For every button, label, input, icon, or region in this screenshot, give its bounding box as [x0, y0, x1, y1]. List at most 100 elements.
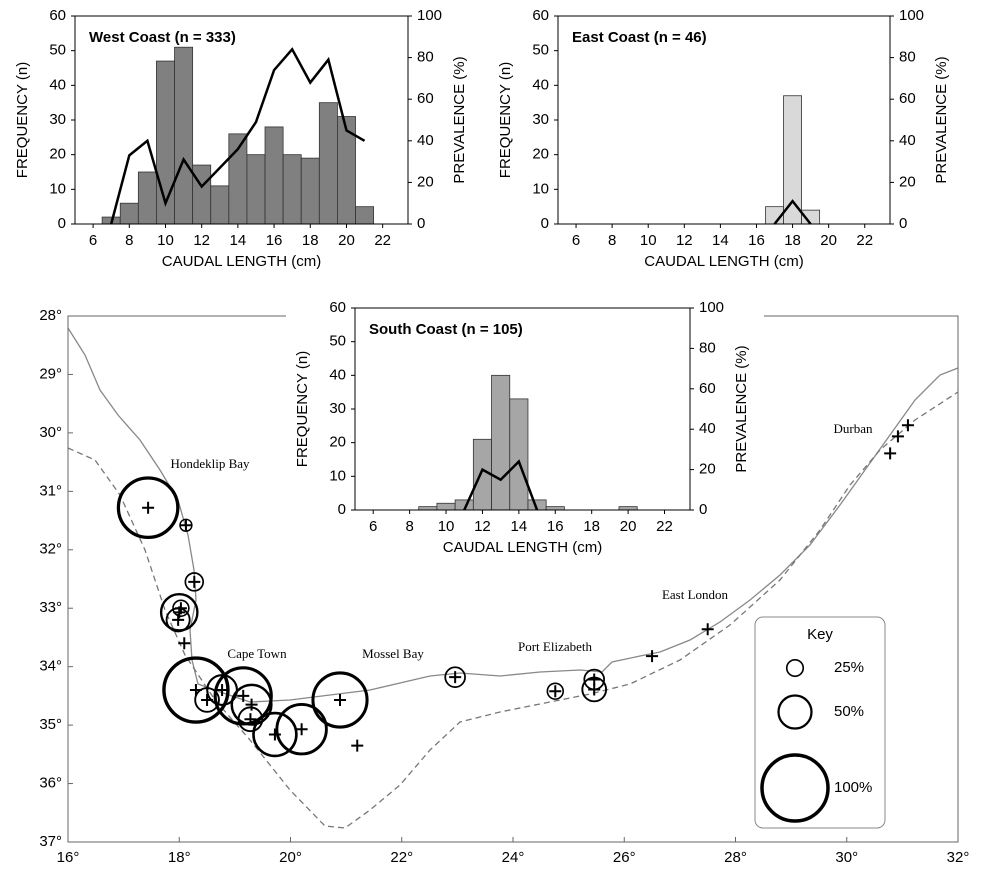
key-label: 50%: [834, 703, 864, 720]
y-tick-label: 20: [329, 434, 346, 451]
bar: [137, 171, 157, 225]
lat-tick-label: 36°: [39, 775, 62, 792]
key-circle: [777, 694, 813, 730]
site-cross: [237, 689, 250, 702]
x-tick-label: 10: [640, 232, 657, 249]
y-tick-label: 50: [532, 42, 549, 59]
prevalence-line: [463, 459, 539, 511]
x-tick-label: 20: [620, 518, 637, 535]
y2-tick-label: 60: [699, 380, 716, 397]
chart-title: East Coast (n = 46): [572, 29, 707, 46]
site-cross: [351, 739, 364, 752]
bar: [192, 164, 212, 225]
x-tick-label: 6: [572, 232, 580, 249]
prevalence-circle: [184, 572, 205, 592]
site-cross: [701, 623, 714, 636]
prevalence-line: [109, 47, 366, 225]
bar: [472, 438, 492, 511]
y2-tick-label: 80: [699, 339, 716, 356]
x-tick-label: 12: [676, 232, 693, 249]
site-cross: [179, 519, 192, 532]
x-tick-label: 18: [583, 518, 600, 535]
x-tick-label: 20: [820, 232, 837, 249]
bar: [491, 374, 511, 511]
lat-tick-label: 29°: [39, 365, 62, 382]
y2-tick-label: 0: [699, 501, 707, 518]
site-cross: [178, 637, 191, 650]
y2-tick-label: 0: [899, 215, 907, 232]
site-cross: [901, 419, 914, 432]
site-cross: [216, 684, 229, 697]
y2-tick-label: 100: [417, 7, 442, 24]
prevalence-circle: [237, 706, 264, 733]
y-axis-title: FREQUENCY (n): [294, 351, 311, 467]
bar: [119, 202, 139, 225]
lon-tick-label: 22°: [390, 849, 413, 866]
lat-tick-label: 35°: [39, 716, 62, 733]
y-tick-label: 60: [532, 7, 549, 24]
bar: [418, 506, 438, 511]
x-tick-label: 6: [369, 518, 377, 535]
y2-tick-label: 80: [417, 49, 434, 66]
site-cross: [244, 713, 257, 726]
x-tick-label: 10: [438, 518, 455, 535]
bar: [545, 506, 565, 511]
prevalence-circle: [581, 676, 608, 703]
y-tick-label: 10: [532, 180, 549, 197]
lat-tick-label: 32°: [39, 541, 62, 558]
prevalence-circle: [230, 683, 273, 726]
lat-tick-label: 37°: [39, 833, 62, 850]
x-axis-title: CAUDAL LENGTH (cm): [443, 539, 602, 556]
y-axis-title: FREQUENCY (n): [497, 62, 514, 178]
prevalence-circle: [275, 703, 328, 756]
bar: [300, 157, 320, 225]
y-tick-label: 60: [329, 299, 346, 316]
y2-tick-label: 100: [699, 299, 724, 316]
site-cross: [142, 501, 155, 514]
y2-tick-label: 20: [899, 173, 916, 190]
x-tick-label: 22: [656, 518, 673, 535]
x-tick-label: 16: [266, 232, 283, 249]
y-tick-label: 40: [49, 76, 66, 93]
chart-title: South Coast (n = 105): [369, 321, 523, 338]
lat-tick-label: 33°: [39, 599, 62, 616]
key-title: Key: [807, 626, 833, 643]
bar: [264, 126, 284, 225]
x-tick-label: 12: [474, 518, 491, 535]
site-cross: [588, 683, 601, 696]
bar: [246, 154, 266, 225]
y2-tick-label: 80: [899, 49, 916, 66]
site-cross: [245, 698, 258, 711]
place-label: Mossel Bay: [362, 646, 424, 661]
x-tick-label: 8: [608, 232, 616, 249]
site-cross: [334, 693, 347, 706]
lon-tick-label: 28°: [724, 849, 747, 866]
site-cross: [549, 685, 562, 698]
y-tick-label: 50: [329, 333, 346, 350]
bar: [509, 398, 529, 511]
place-label: Durban: [834, 421, 873, 436]
site-cross: [891, 430, 904, 443]
y-tick-label: 10: [49, 180, 66, 197]
map-layer: 16° 18° 20° 22° 24° 26° 28° 30° 32° 28° 29° 30° 31° 3…: [39, 307, 969, 866]
prevalence-line: [773, 199, 812, 225]
y2-axis-title: PREVALENCE (%): [451, 56, 468, 183]
x-tick-label: 18: [784, 232, 801, 249]
site-cross: [646, 650, 659, 663]
y-tick-label: 0: [541, 215, 549, 232]
y2-axis-title: PREVALENCE (%): [733, 345, 750, 472]
key-label: 25%: [834, 659, 864, 676]
key-circle: [760, 753, 830, 823]
lon-tick-label: 30°: [835, 849, 858, 866]
y2-tick-label: 20: [699, 461, 716, 478]
bar: [174, 46, 194, 225]
lon-tick-label: 32°: [947, 849, 970, 866]
y2-axis-title: PREVALENCE (%): [933, 56, 950, 183]
y-tick-label: 30: [49, 111, 66, 128]
y2-tick-label: 40: [699, 420, 716, 437]
y-tick-label: 20: [49, 146, 66, 163]
x-tick-label: 8: [405, 518, 413, 535]
site-cross: [188, 575, 201, 588]
y-tick-label: 20: [532, 146, 549, 163]
x-tick-label: 8: [125, 232, 133, 249]
